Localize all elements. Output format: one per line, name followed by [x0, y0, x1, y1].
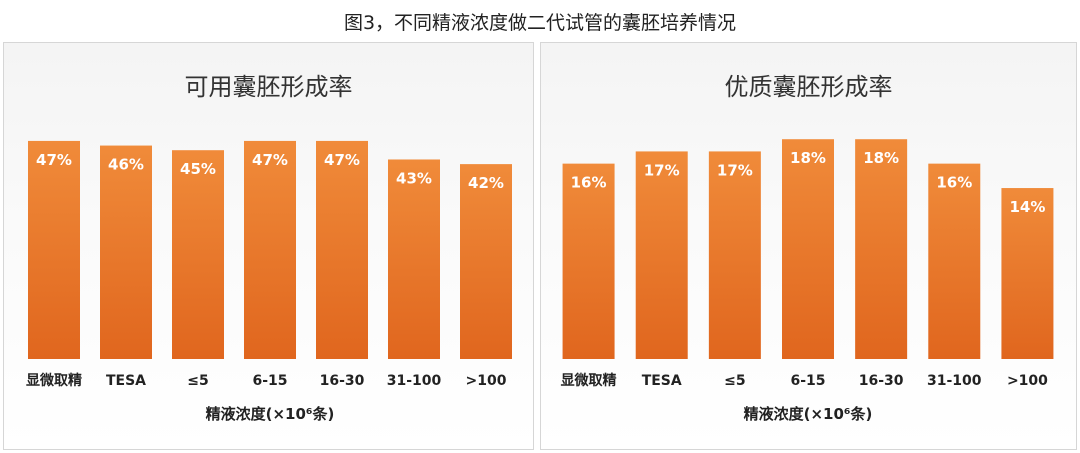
bar	[460, 164, 512, 359]
data-label: 14%	[1009, 198, 1045, 216]
bar	[172, 150, 224, 359]
x-tick-label: 6-15	[252, 373, 287, 389]
bar	[928, 163, 981, 359]
bar-chart-usable: 47% 显微取精 46% TESA 45% ≤5 47% 6-15 47% 16-30 43% 31-…	[26, 140, 512, 423]
chart-title: 优质囊胚形成率	[724, 73, 893, 101]
chart-title: 可用囊胚形成率	[184, 73, 353, 101]
bar	[855, 139, 908, 359]
bar-chart-quality: 16% 显微取精 17% TESA 17% ≤5 18% 6-15 18% 16-30 16% 31-…	[561, 139, 1054, 423]
data-label: 16%	[571, 174, 607, 192]
data-label: 46%	[108, 156, 144, 174]
x-tick-label: >100	[1007, 373, 1048, 389]
bar	[244, 140, 296, 359]
x-tick-label: ≤5	[187, 373, 208, 389]
data-label: 18%	[863, 149, 899, 167]
data-label: 47%	[324, 151, 360, 169]
x-tick-label: TESA	[106, 373, 146, 389]
x-tick-label: ≤5	[724, 373, 745, 389]
data-label: 17%	[717, 161, 753, 179]
x-axis-label: 精液浓度(×10⁶条)	[744, 405, 873, 423]
bar	[388, 159, 440, 359]
x-tick-label: >100	[466, 373, 507, 389]
data-label: 18%	[790, 149, 826, 167]
x-axis-label: 精液浓度(×10⁶条)	[206, 405, 335, 423]
x-tick-label: 31-100	[927, 373, 982, 389]
x-tick-label: TESA	[642, 373, 682, 389]
bar	[100, 145, 152, 359]
data-label: 43%	[396, 169, 432, 187]
data-label: 47%	[252, 151, 288, 169]
bar	[28, 140, 80, 359]
bar	[782, 139, 834, 359]
x-tick-label: 16-30	[859, 373, 904, 389]
bar	[562, 163, 615, 359]
bar	[316, 140, 368, 359]
data-label: 45%	[180, 160, 216, 178]
x-tick-label: 31-100	[387, 373, 442, 389]
chart-panel-usable: 可用囊胚形成率 47% 显微取精 46% TESA 45% ≤5 47% 6-15 47% 16-…	[3, 42, 534, 450]
data-label: 47%	[36, 151, 72, 169]
bar	[708, 151, 761, 359]
data-label: 17%	[644, 161, 680, 179]
bar	[1001, 188, 1054, 359]
x-tick-label: 6-15	[790, 373, 825, 389]
x-tick-label: 显微取精	[26, 372, 82, 389]
chart-panel-quality: 优质囊胚形成率 16% 显微取精 17% TESA 17% ≤5 18% 6-15 18% 16-…	[540, 42, 1077, 450]
data-label: 42%	[468, 174, 504, 192]
bar	[635, 151, 688, 359]
x-tick-label: 16-30	[320, 373, 365, 389]
figure-title: 图3，不同精液浓度做二代试管的囊胚培养情况	[343, 12, 737, 34]
x-tick-label: 显微取精	[561, 372, 617, 389]
data-label: 16%	[936, 174, 972, 192]
